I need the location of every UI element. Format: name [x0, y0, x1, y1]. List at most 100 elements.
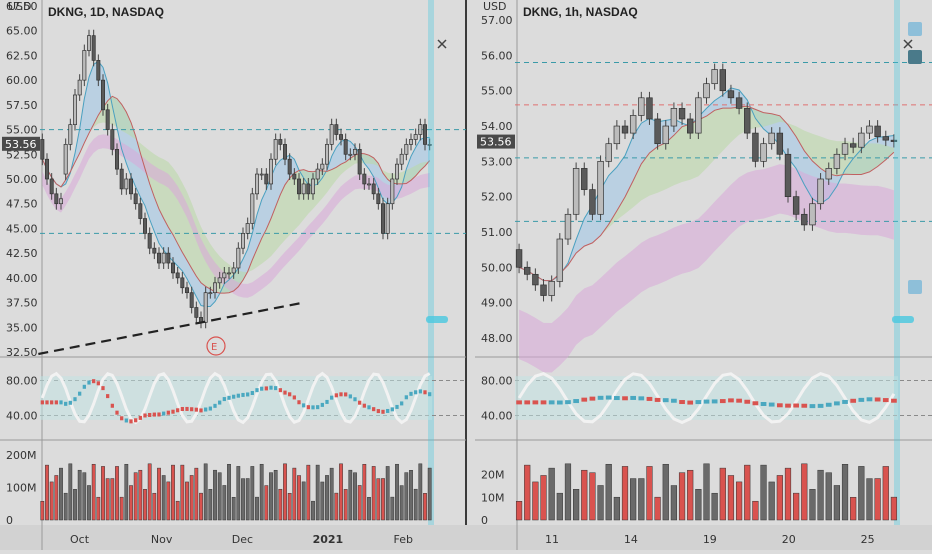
oscillator-bar: [260, 386, 264, 391]
volume-bar: [45, 464, 49, 521]
volume-bar: [101, 466, 105, 521]
volume-bar: [259, 463, 264, 521]
time-tick-label: 11: [545, 533, 559, 546]
candle-body: [727, 90, 735, 99]
oscillator-bar: [776, 403, 783, 408]
oscillator-bar: [236, 393, 240, 398]
volume-bar: [213, 469, 217, 521]
oscillator-bar: [423, 390, 427, 395]
candle-body: [264, 173, 269, 185]
candle-body: [752, 132, 759, 162]
oscillator-bar: [842, 399, 848, 404]
oscillator-bar: [793, 403, 799, 408]
candle-body: [334, 124, 339, 135]
oscillator-bar: [204, 407, 208, 412]
volume-bar: [662, 463, 669, 521]
volume-bar: [687, 469, 694, 521]
volume-bar: [727, 475, 735, 521]
volume-bar: [381, 478, 385, 521]
candle-body: [515, 249, 523, 268]
pane-title: DKNG, 1h, NASDAQ: [523, 5, 638, 19]
candle-body: [255, 173, 259, 195]
volume-bar: [524, 464, 531, 521]
oscillator-bar: [760, 401, 767, 406]
volume-bar: [703, 463, 710, 521]
dashed-trendline: [38, 301, 304, 356]
price-tick-label: 37.50: [6, 297, 38, 310]
oscillator-bar: [768, 402, 775, 407]
volume-bar: [390, 496, 395, 521]
oscillator-bar: [218, 400, 222, 405]
oscillator-bar: [809, 404, 816, 409]
oscillator-bar: [134, 418, 138, 423]
candle-body: [133, 193, 138, 205]
candle-body: [581, 168, 588, 190]
volume-bar: [564, 463, 572, 521]
volume-bar: [540, 475, 547, 521]
candle-body: [343, 139, 348, 155]
candle-body: [572, 168, 580, 215]
candle-body: [311, 178, 315, 195]
candle-body: [278, 139, 283, 145]
volume-bar: [301, 481, 306, 521]
volume-bar: [413, 488, 418, 521]
price-tick-label: 48.00: [481, 332, 513, 345]
candle-body: [189, 292, 194, 308]
oscillator-bar: [428, 392, 432, 397]
price-tick-label: 49.00: [481, 297, 513, 310]
price-tick-label: 53.00: [481, 155, 513, 168]
oscillator-bar: [255, 388, 259, 393]
volume-bar: [399, 485, 404, 521]
oscillator-bar: [115, 410, 119, 415]
candle-body: [744, 108, 751, 134]
candle-body: [882, 136, 889, 141]
volume-bar: [325, 475, 329, 521]
oscillator-bar: [250, 390, 254, 395]
volume-bar: [395, 463, 399, 521]
volume-bar: [654, 496, 661, 521]
candle-body: [404, 144, 409, 155]
chart-pane-1h: 57.00 56.00 55.00 54.00 53.00 52.00 51.00 50.00…: [475, 0, 932, 550]
candle-body: [678, 108, 686, 120]
oscillator-bar: [376, 409, 380, 414]
candle-body: [180, 277, 185, 289]
volume-bar: [217, 472, 222, 521]
oscillator-bar: [605, 395, 612, 400]
oscillator-bar: [556, 400, 563, 405]
candle-body: [605, 143, 612, 162]
oscillator-bar: [362, 403, 366, 408]
oscillator-bar: [540, 400, 547, 405]
time-tick-label: Feb: [393, 533, 412, 546]
candle-body: [306, 183, 311, 195]
volume-bar: [515, 501, 523, 521]
volume-bar: [768, 481, 775, 521]
oscillator-bar: [695, 400, 702, 405]
volume-bar: [77, 469, 82, 521]
volume-bar: [735, 481, 743, 521]
volume-bar: [68, 463, 73, 521]
candle-body: [825, 168, 832, 180]
oscillator-bar: [891, 398, 897, 403]
candle-body: [524, 266, 531, 275]
oscillator-bar: [372, 407, 376, 412]
candle-body: [208, 292, 213, 295]
volume-bar: [157, 467, 161, 521]
volume-bar: [287, 492, 292, 521]
volume-bar: [385, 466, 390, 521]
earnings-marker-label: E: [211, 342, 217, 353]
current-price-label: 53.56: [5, 138, 37, 151]
earnings-marker: [206, 336, 226, 356]
volume-bar: [866, 478, 873, 521]
candle-body: [339, 134, 343, 140]
volume-bar: [245, 478, 250, 521]
time-tick-label: 25: [861, 533, 875, 546]
candle-body: [301, 183, 306, 195]
candle-body: [809, 203, 816, 226]
oscillator-bar: [274, 386, 278, 391]
candle-body: [719, 69, 726, 92]
volume-bar: [418, 463, 423, 521]
ma-ribbon-green: [519, 106, 894, 281]
oscillator-bar: [418, 389, 422, 394]
candle-body: [792, 196, 800, 215]
cursor-band: [894, 0, 900, 525]
